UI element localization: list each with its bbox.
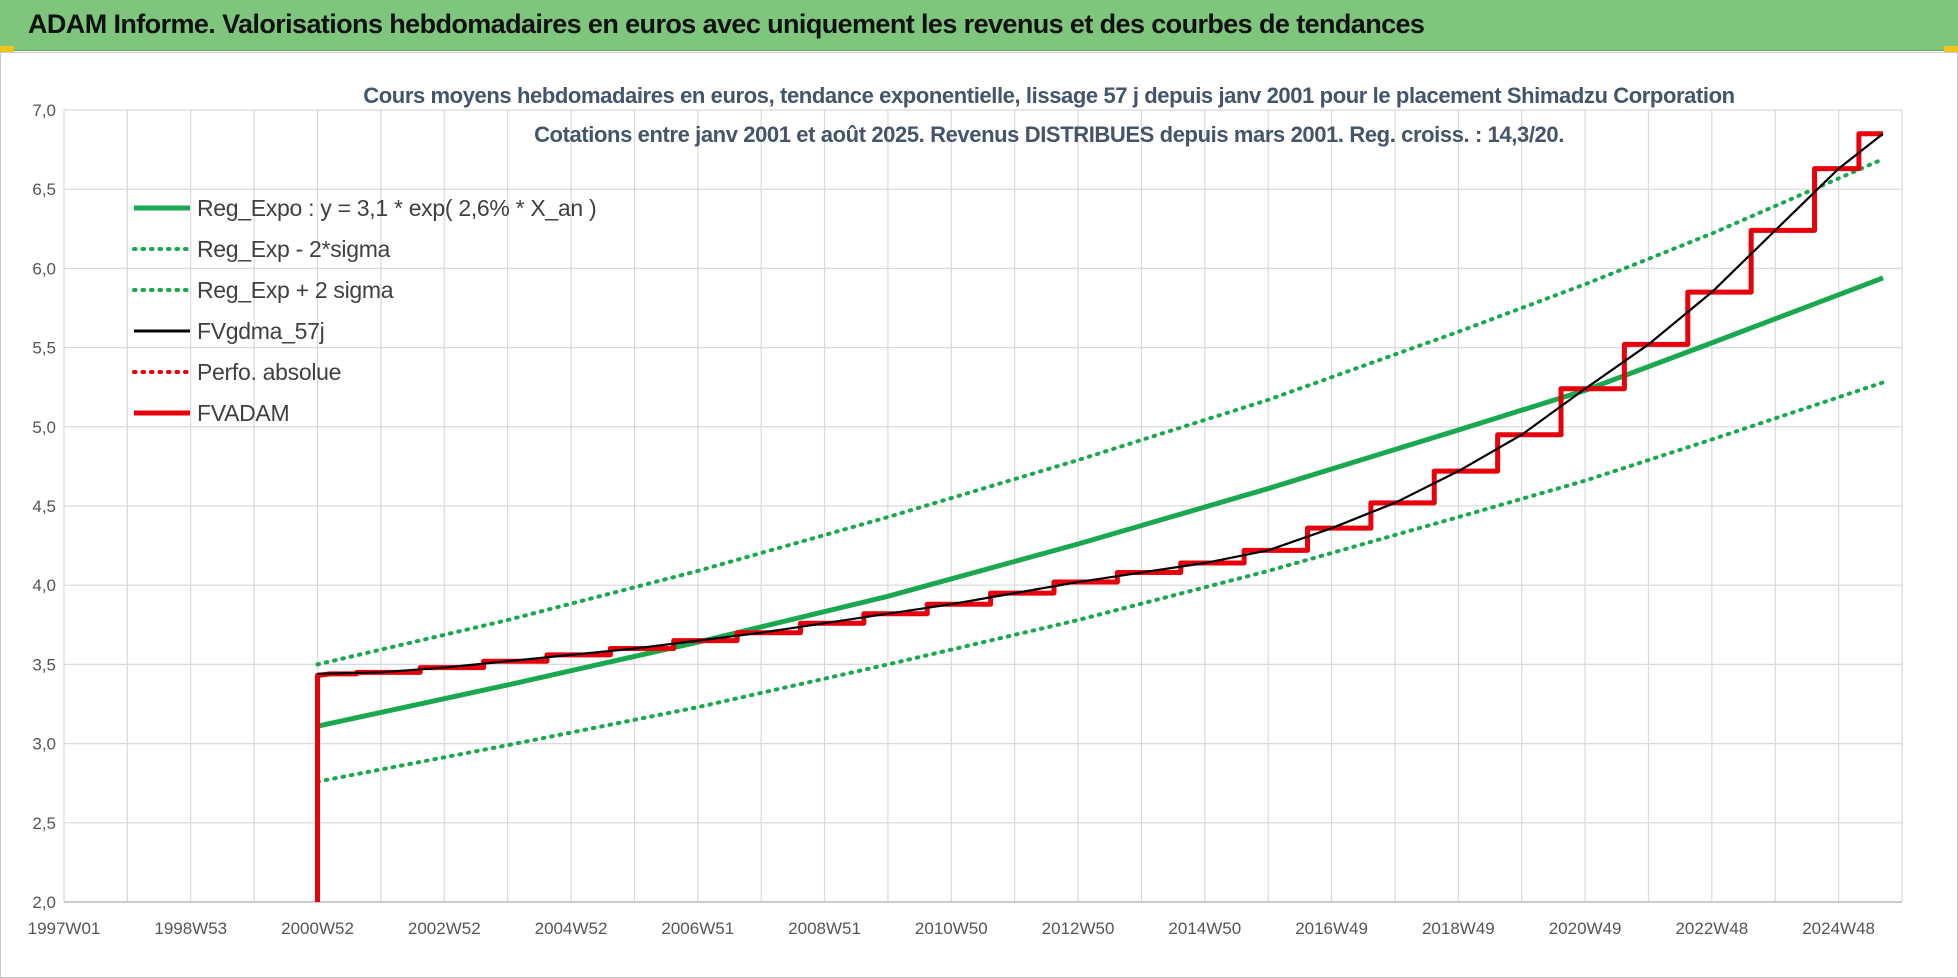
y-tick-label: 6,0 [32, 259, 56, 278]
x-tick-labels: 1997W01 1998W53 2000W52 2002W52 2004W52 2006W… [28, 919, 1875, 938]
series-line-2 [315, 157, 1885, 667]
legend-label: Reg_Exp + 2 sigma [197, 277, 394, 303]
x-tick-label: 2020W49 [1549, 919, 1622, 938]
x-tick-label: 2008W51 [788, 919, 861, 938]
y-tick-label: 3,0 [32, 735, 56, 754]
chart-subtitle: Cotations entre janv 2001 et août 2025. … [534, 122, 1564, 147]
corner-mark-right [1944, 46, 1958, 52]
y-tick-label: 2,0 [32, 893, 56, 912]
y-tick-label: 5,0 [32, 418, 56, 437]
series-line-5 [315, 131, 1883, 902]
y-tick-label: 6,5 [32, 180, 56, 199]
x-tick-label: 1998W53 [154, 919, 227, 938]
x-tick-label: 2014W50 [1168, 919, 1241, 938]
series-line-3 [317, 132, 1884, 676]
y-tick-label: 5,5 [32, 339, 56, 358]
grid-lines [63, 109, 1903, 903]
y-tick-label: 3,5 [32, 655, 56, 674]
y-tick-labels: 2,0 2,5 3,0 3,5 4,0 4,5 5,0 5,5 6,0 6,5 7,0 [32, 101, 56, 912]
corner-mark-left [0, 46, 14, 52]
x-tick-label: 2010W50 [915, 919, 988, 938]
legend: Reg_Expo : y = 3,1 * exp( 2,6% * X_an ) R… [132, 195, 597, 426]
x-tick-label: 2002W52 [408, 919, 481, 938]
y-tick-label: 4,0 [32, 576, 56, 595]
x-tick-label: 2006W51 [661, 919, 734, 938]
header-banner: ADAM Informe. Valorisations hebdomadaire… [0, 0, 1958, 51]
x-tick-label: 2000W52 [281, 919, 354, 938]
legend-label: Perfo. absolue [197, 359, 341, 385]
y-tick-label: 4,5 [32, 497, 56, 516]
y-tick-label: 2,5 [32, 814, 56, 833]
legend-label: Reg_Expo : y = 3,1 * exp( 2,6% * X_an ) [197, 195, 596, 221]
x-tick-label: 2024W48 [1802, 919, 1875, 938]
x-tick-label: 1997W01 [28, 919, 101, 938]
legend-label: FVADAM [197, 400, 289, 426]
chart-title: Cours moyens hebdomadaires en euros, ten… [363, 83, 1734, 108]
page-title: ADAM Informe. Valorisations hebdomadaire… [28, 9, 1425, 39]
series-line-0 [316, 275, 1884, 729]
x-tick-label: 2016W49 [1295, 919, 1368, 938]
x-tick-label: 2004W52 [535, 919, 608, 938]
x-tick-label: 2018W49 [1422, 919, 1495, 938]
x-tick-label: 2022W48 [1675, 919, 1748, 938]
x-tick-label: 2012W50 [1042, 919, 1115, 938]
y-tick-label: 7,0 [32, 101, 56, 120]
legend-label: FVgdma_57j [197, 318, 324, 344]
legend-label: Reg_Exp - 2*sigma [197, 236, 391, 262]
series-line-1 [315, 380, 1885, 784]
series-lines [315, 131, 1885, 902]
